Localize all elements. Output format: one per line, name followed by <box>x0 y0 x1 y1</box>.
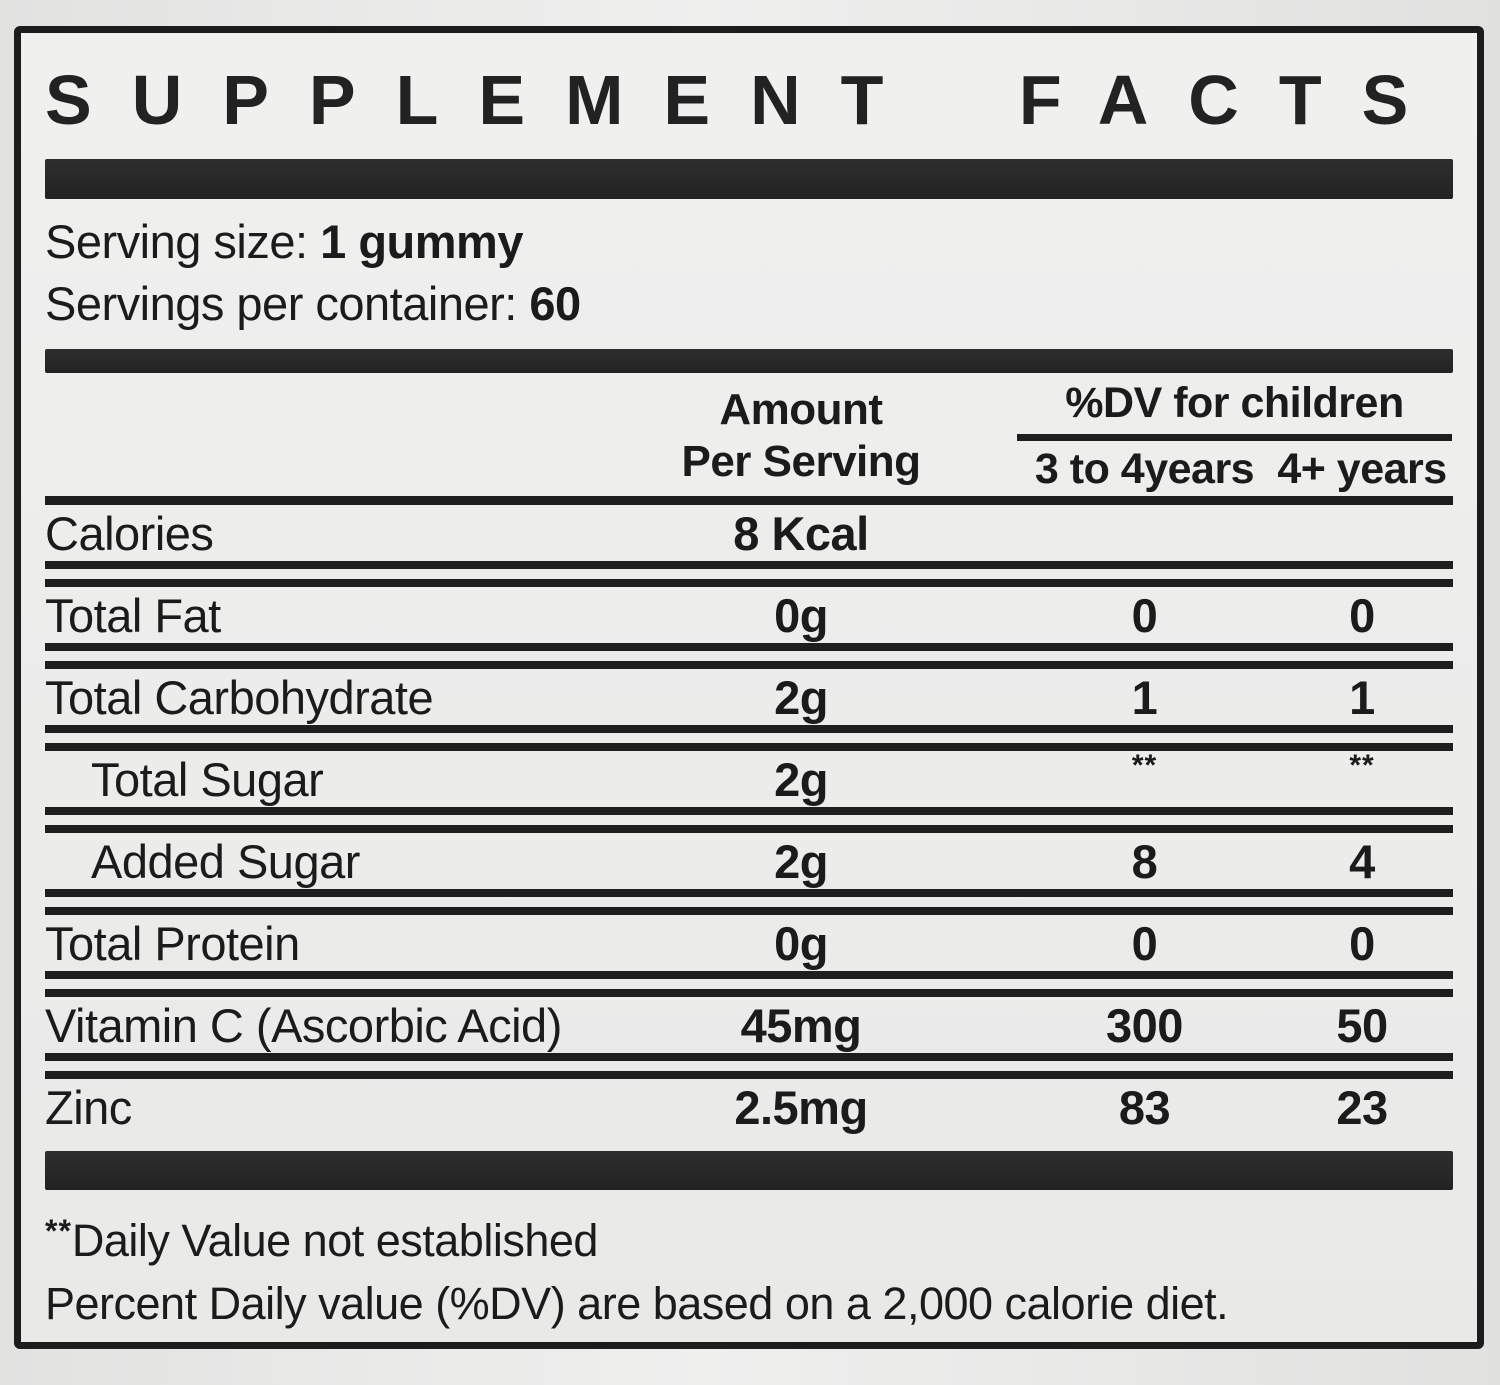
row-dv-3to4-footnote-mark: ** <box>1131 749 1158 782</box>
row-amount: 2.5mg <box>734 1080 868 1134</box>
header-dv-for-children: %DV for children <box>1017 377 1452 441</box>
serving-size-value: 1 gummy <box>320 215 523 268</box>
servings-per-container-value: 60 <box>529 277 581 330</box>
serving-size-label: Serving size: <box>45 215 308 268</box>
row-amount: 45mg <box>740 998 862 1052</box>
table-bottom-bar <box>45 1151 1453 1190</box>
header-dv-group: %DV for children 3 to 4years 4+ years <box>1017 377 1452 494</box>
serving-size-line: Serving size: 1 gummy <box>45 211 1453 273</box>
row-name: Vitamin C (Ascorbic Acid) <box>45 998 562 1052</box>
row-name: Calories <box>45 506 214 560</box>
table-row-zinc: Zinc 2.5mg 83 23 <box>45 1079 1453 1135</box>
label-title: SUPPLEMENT FACTS <box>45 61 1449 139</box>
row-name: Total Carbohydrate <box>45 670 434 724</box>
row-dv-4plus: 4 <box>1349 834 1375 888</box>
row-dv-3to4: 1 <box>1131 670 1158 724</box>
header-amount-line2: Per Serving <box>681 436 921 486</box>
row-name: Total Protein <box>45 916 300 970</box>
row-amount: 2g <box>774 670 828 724</box>
row-separator <box>45 971 1453 997</box>
row-name: Zinc <box>45 1080 132 1134</box>
footnote-daily-value-text: Daily Value not established <box>71 1215 599 1266</box>
row-separator <box>45 1053 1453 1079</box>
serving-divider-bar <box>45 349 1453 373</box>
supplement-facts-label: SUPPLEMENT FACTS Serving size: 1 gummy S… <box>14 26 1484 1349</box>
header-amount-per-serving: Amount Per Serving <box>585 377 1017 494</box>
row-dv-3to4: 0 <box>1131 916 1158 970</box>
row-separator <box>45 807 1453 833</box>
footnotes: **Daily Value not established Percent Da… <box>45 1200 1453 1335</box>
row-dv-3to4: 8 <box>1131 834 1158 888</box>
row-amount: 0g <box>774 916 828 970</box>
row-amount: 8 Kcal <box>733 506 869 560</box>
row-dv-4plus: 1 <box>1349 670 1375 724</box>
row-separator <box>45 725 1453 751</box>
table-row-added-sugar: Added Sugar 2g 8 4 <box>45 833 1453 889</box>
row-separator <box>45 889 1453 915</box>
footnote-marker: ** <box>45 1213 72 1249</box>
table-row-total-fat: Total Fat 0g 0 0 <box>45 587 1453 643</box>
table-row-total-sugar: Total Sugar 2g ** ** <box>45 749 1453 807</box>
row-dv-3to4: 300 <box>1106 998 1183 1052</box>
row-amount: 2g <box>774 752 828 806</box>
serving-info: Serving size: 1 gummy Servings per conta… <box>45 211 1453 335</box>
row-dv-4plus: 0 <box>1349 916 1375 970</box>
row-amount: 2g <box>774 834 828 888</box>
row-name: Total Sugar <box>91 752 324 806</box>
header-dv-4plus: 4+ years <box>1277 445 1447 493</box>
row-dv-4plus: 23 <box>1336 1080 1388 1134</box>
table-row-vitamin-c: Vitamin C (Ascorbic Acid) 45mg 300 50 <box>45 997 1453 1053</box>
servings-per-container-label: Servings per container: <box>45 277 517 330</box>
row-separator <box>45 561 1453 587</box>
row-dv-4plus-footnote-mark: ** <box>1349 749 1375 782</box>
footnote-daily-value: **Daily Value not established <box>45 1200 1453 1272</box>
header-name-spacer <box>45 377 585 494</box>
footnote-percent-dv: Percent Daily value (%DV) are based on a… <box>45 1278 1229 1329</box>
row-dv-3to4: 0 <box>1131 588 1158 642</box>
row-name: Total Fat <box>45 588 221 642</box>
table-row-calories: Calories 8 Kcal <box>45 505 1453 561</box>
table-row-total-protein: Total Protein 0g 0 0 <box>45 915 1453 971</box>
header-amount-line1: Amount <box>719 384 883 434</box>
row-separator <box>45 643 1453 669</box>
table-row-total-carbohydrate: Total Carbohydrate 2g 1 1 <box>45 669 1453 725</box>
header-dv-subcolumns: 3 to 4years 4+ years <box>1017 441 1452 494</box>
row-amount: 0g <box>774 588 828 642</box>
servings-per-container-line: Servings per container: 60 <box>45 273 1453 335</box>
row-name: Added Sugar <box>91 834 360 888</box>
title-divider-bar <box>45 159 1453 199</box>
header-dv-3to4: 3 to 4years <box>1034 445 1255 493</box>
row-dv-4plus: 50 <box>1336 998 1388 1052</box>
row-dv-4plus: 0 <box>1349 588 1375 642</box>
row-dv-3to4: 83 <box>1118 1080 1171 1134</box>
table-header: Amount Per Serving %DV for children 3 to… <box>45 377 1453 505</box>
